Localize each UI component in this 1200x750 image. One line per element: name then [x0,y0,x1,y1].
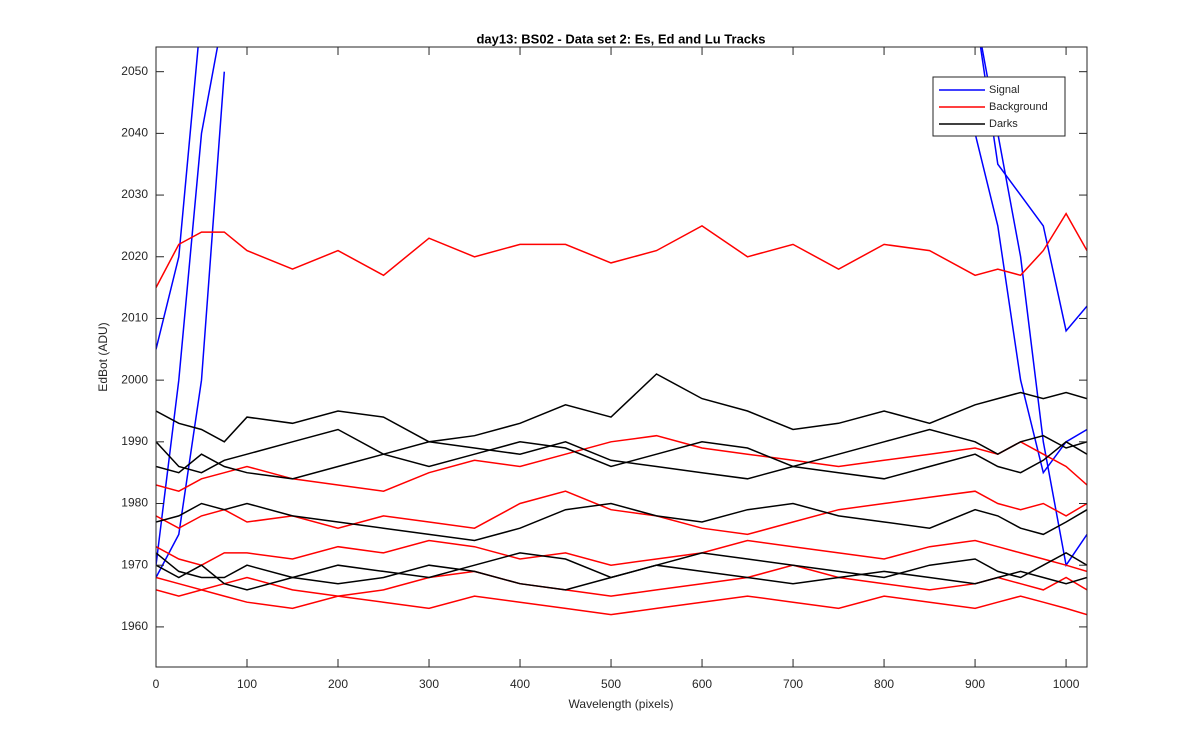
y-tick-label: 2040 [121,126,148,140]
series-line [156,440,1087,480]
y-tick-label: 2050 [121,64,148,78]
x-tick-label: 900 [965,677,985,691]
y-tick-label: 1990 [121,434,148,448]
y-tick-label: 1970 [121,557,148,571]
x-tick-label: 200 [328,677,348,691]
series-line [156,373,1087,443]
series-line [156,490,1087,536]
x-tick-label: 1000 [1053,677,1080,691]
axes-box [155,46,1088,668]
x-tick-label: 0 [153,677,160,691]
series-line [156,428,1087,474]
series-line [156,47,1087,566]
legend-label: Signal [989,84,1020,96]
series-line [156,502,1087,542]
series-line [156,47,1087,350]
series-line [156,589,1087,616]
x-tick-label: 300 [419,677,439,691]
y-tick-label: 2020 [121,249,148,263]
series-line [156,434,1087,493]
legend-label: Background [989,101,1048,113]
series-line [156,212,1087,288]
x-tick-label: 800 [874,677,894,691]
series-line [156,539,1087,573]
chart-title: day13: BS02 - Data set 2: Es, Ed and Lu … [476,31,765,46]
y-tick-label: 2000 [121,372,148,386]
x-tick-label: 600 [692,677,712,691]
x-tick-label: 700 [783,677,803,691]
x-axis-label: Wavelength (pixels) [569,697,674,711]
x-tick-label: 400 [510,677,530,691]
x-tick-label: 100 [237,677,257,691]
legend-label: Darks [989,118,1018,130]
y-tick-label: 2010 [121,311,148,325]
y-axis-label: EdBot (ADU) [96,322,110,391]
y-tick-label: 1980 [121,496,148,510]
series-line [156,552,1087,591]
y-tick-label: 1960 [121,619,148,633]
lines [156,47,1087,616]
x-tick-label: 500 [601,677,621,691]
y-tick-label: 2030 [121,187,148,201]
